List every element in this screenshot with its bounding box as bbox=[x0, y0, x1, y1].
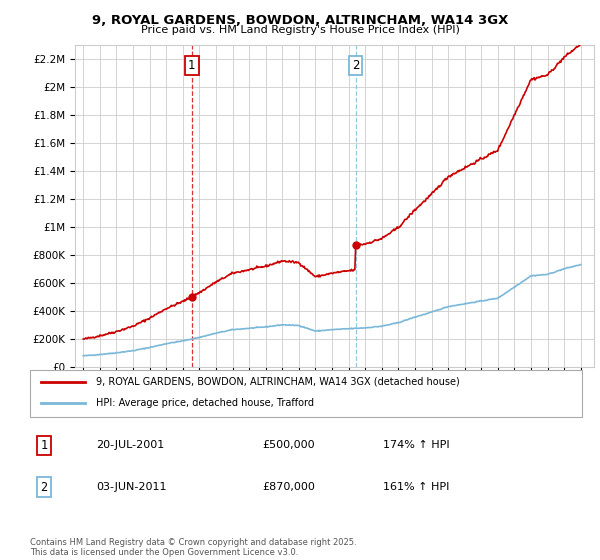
Text: 2: 2 bbox=[352, 59, 359, 72]
Text: 161% ↑ HPI: 161% ↑ HPI bbox=[383, 482, 449, 492]
Text: 2: 2 bbox=[40, 480, 47, 493]
Text: 03-JUN-2011: 03-JUN-2011 bbox=[96, 482, 167, 492]
Text: Price paid vs. HM Land Registry's House Price Index (HPI): Price paid vs. HM Land Registry's House … bbox=[140, 25, 460, 35]
Text: 9, ROYAL GARDENS, BOWDON, ALTRINCHAM, WA14 3GX: 9, ROYAL GARDENS, BOWDON, ALTRINCHAM, WA… bbox=[92, 14, 508, 27]
Text: 9, ROYAL GARDENS, BOWDON, ALTRINCHAM, WA14 3GX (detached house): 9, ROYAL GARDENS, BOWDON, ALTRINCHAM, WA… bbox=[96, 376, 460, 386]
Text: 1: 1 bbox=[188, 59, 196, 72]
Text: Contains HM Land Registry data © Crown copyright and database right 2025.
This d: Contains HM Land Registry data © Crown c… bbox=[30, 538, 356, 557]
Text: 20-JUL-2001: 20-JUL-2001 bbox=[96, 440, 164, 450]
Text: HPI: Average price, detached house, Trafford: HPI: Average price, detached house, Traf… bbox=[96, 398, 314, 408]
Text: £870,000: £870,000 bbox=[262, 482, 315, 492]
Text: 174% ↑ HPI: 174% ↑ HPI bbox=[383, 440, 450, 450]
Text: £500,000: £500,000 bbox=[262, 440, 314, 450]
FancyBboxPatch shape bbox=[30, 370, 582, 417]
Text: 1: 1 bbox=[40, 439, 47, 452]
